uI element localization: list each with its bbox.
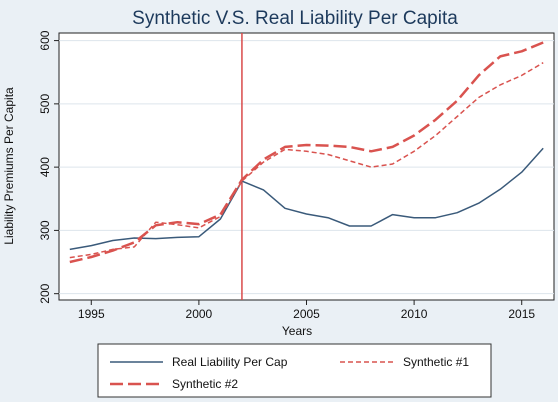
x-tick-label-2000: 2000 — [186, 307, 213, 321]
y-tick-label-500: 500 — [38, 94, 52, 114]
chart-title: Synthetic V.S. Real Liability Per Capita — [132, 8, 458, 29]
x-axis-label: Years — [282, 324, 312, 338]
x-axis-ticks: 1995 2000 2005 2010 2015 — [78, 300, 535, 321]
x-tick-label-2005: 2005 — [293, 307, 320, 321]
legend-label-synthetic-2: Synthetic #2 — [172, 377, 238, 391]
series-synthetic-2 — [69, 41, 544, 264]
legend: Real Liability Per Cap Synthetic #1 Synt… — [97, 343, 492, 398]
y-tick-label-200: 200 — [38, 283, 52, 303]
plot-area — [58, 32, 555, 301]
x-tick-label-2015: 2015 — [508, 307, 535, 321]
y-tick-label-400: 400 — [38, 157, 52, 177]
y-tick-label-300: 300 — [38, 220, 52, 240]
y-tick-label-600: 600 — [38, 30, 52, 50]
y-axis-ticks: 200 300 400 500 600 — [38, 30, 59, 304]
series-synthetic-1 — [69, 62, 544, 259]
y-axis-label: Liability Premiums Per Capita — [2, 87, 16, 245]
x-tick-label-2010: 2010 — [401, 307, 428, 321]
x-tick-label-1995: 1995 — [78, 307, 105, 321]
legend-box — [97, 343, 492, 398]
series-layer — [69, 41, 544, 264]
legend-label-real: Real Liability Per Cap — [172, 355, 288, 369]
legend-label-synthetic-1: Synthetic #1 — [403, 355, 469, 369]
series-real-liability — [69, 147, 544, 251]
gridlines — [59, 40, 554, 295]
